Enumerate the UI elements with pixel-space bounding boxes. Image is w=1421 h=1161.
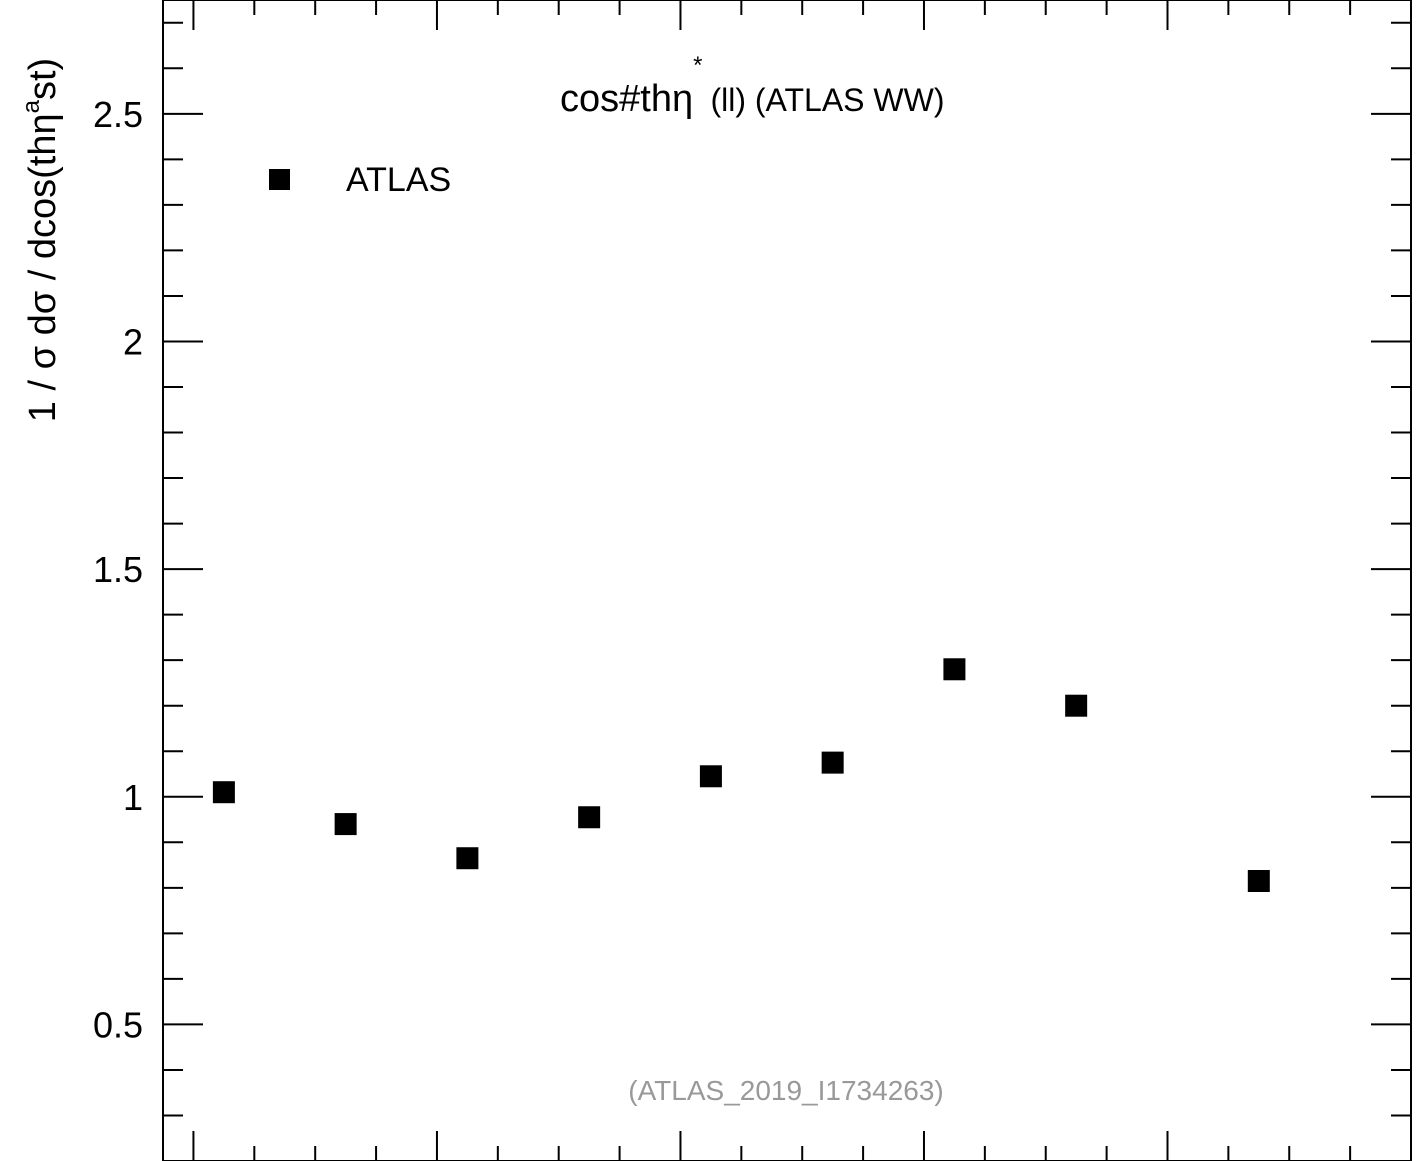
legend-marker-atlas: [269, 169, 290, 190]
data-point: [943, 658, 966, 681]
data-point: [212, 781, 235, 804]
y-tick-label: 1.5: [93, 549, 143, 590]
data-point: [334, 813, 357, 836]
chart-title: cos#thη* (ll) (ATLAS WW): [560, 52, 944, 120]
chart-title-main: cos#thη: [560, 78, 693, 120]
y-tick-label: 1: [123, 777, 143, 818]
plot-frame: [162, 0, 1412, 1161]
legend: ATLAS: [269, 161, 451, 199]
y-axis-label-sup: a: [18, 99, 45, 113]
chart-title-sup: *: [693, 52, 702, 79]
source-note: (ATLAS_2019_I1734263): [628, 1075, 944, 1106]
legend-label-atlas: ATLAS: [346, 161, 451, 199]
y-axis-label-rest: st): [22, 58, 64, 100]
chart-title-rest: (ll) (ATLAS WW): [710, 82, 944, 118]
y-axis-label-main: 1 / σ dσ / dcos(thη: [22, 113, 64, 422]
data-point: [578, 806, 601, 829]
svg-text:1 / σ dσ / dcos(thηast): 1 / σ dσ / dcos(thηast): [18, 58, 64, 422]
data-point: [456, 847, 479, 870]
y-tick-labels: 0.5 1 1.5 2 2.5: [93, 94, 143, 1046]
data-point: [1065, 694, 1088, 717]
y-tick-label: 0.5: [93, 1004, 143, 1045]
data-point: [1247, 869, 1270, 892]
data-point: [821, 751, 844, 774]
axis-ticks: [163, 0, 1412, 1161]
y-tick-label: 2: [123, 321, 143, 362]
data-series-atlas: [212, 658, 1270, 892]
y-axis-label: 1 / σ dσ / dcos(thηast): [18, 58, 64, 422]
y-tick-label: 2.5: [93, 94, 143, 135]
data-point: [699, 765, 722, 788]
